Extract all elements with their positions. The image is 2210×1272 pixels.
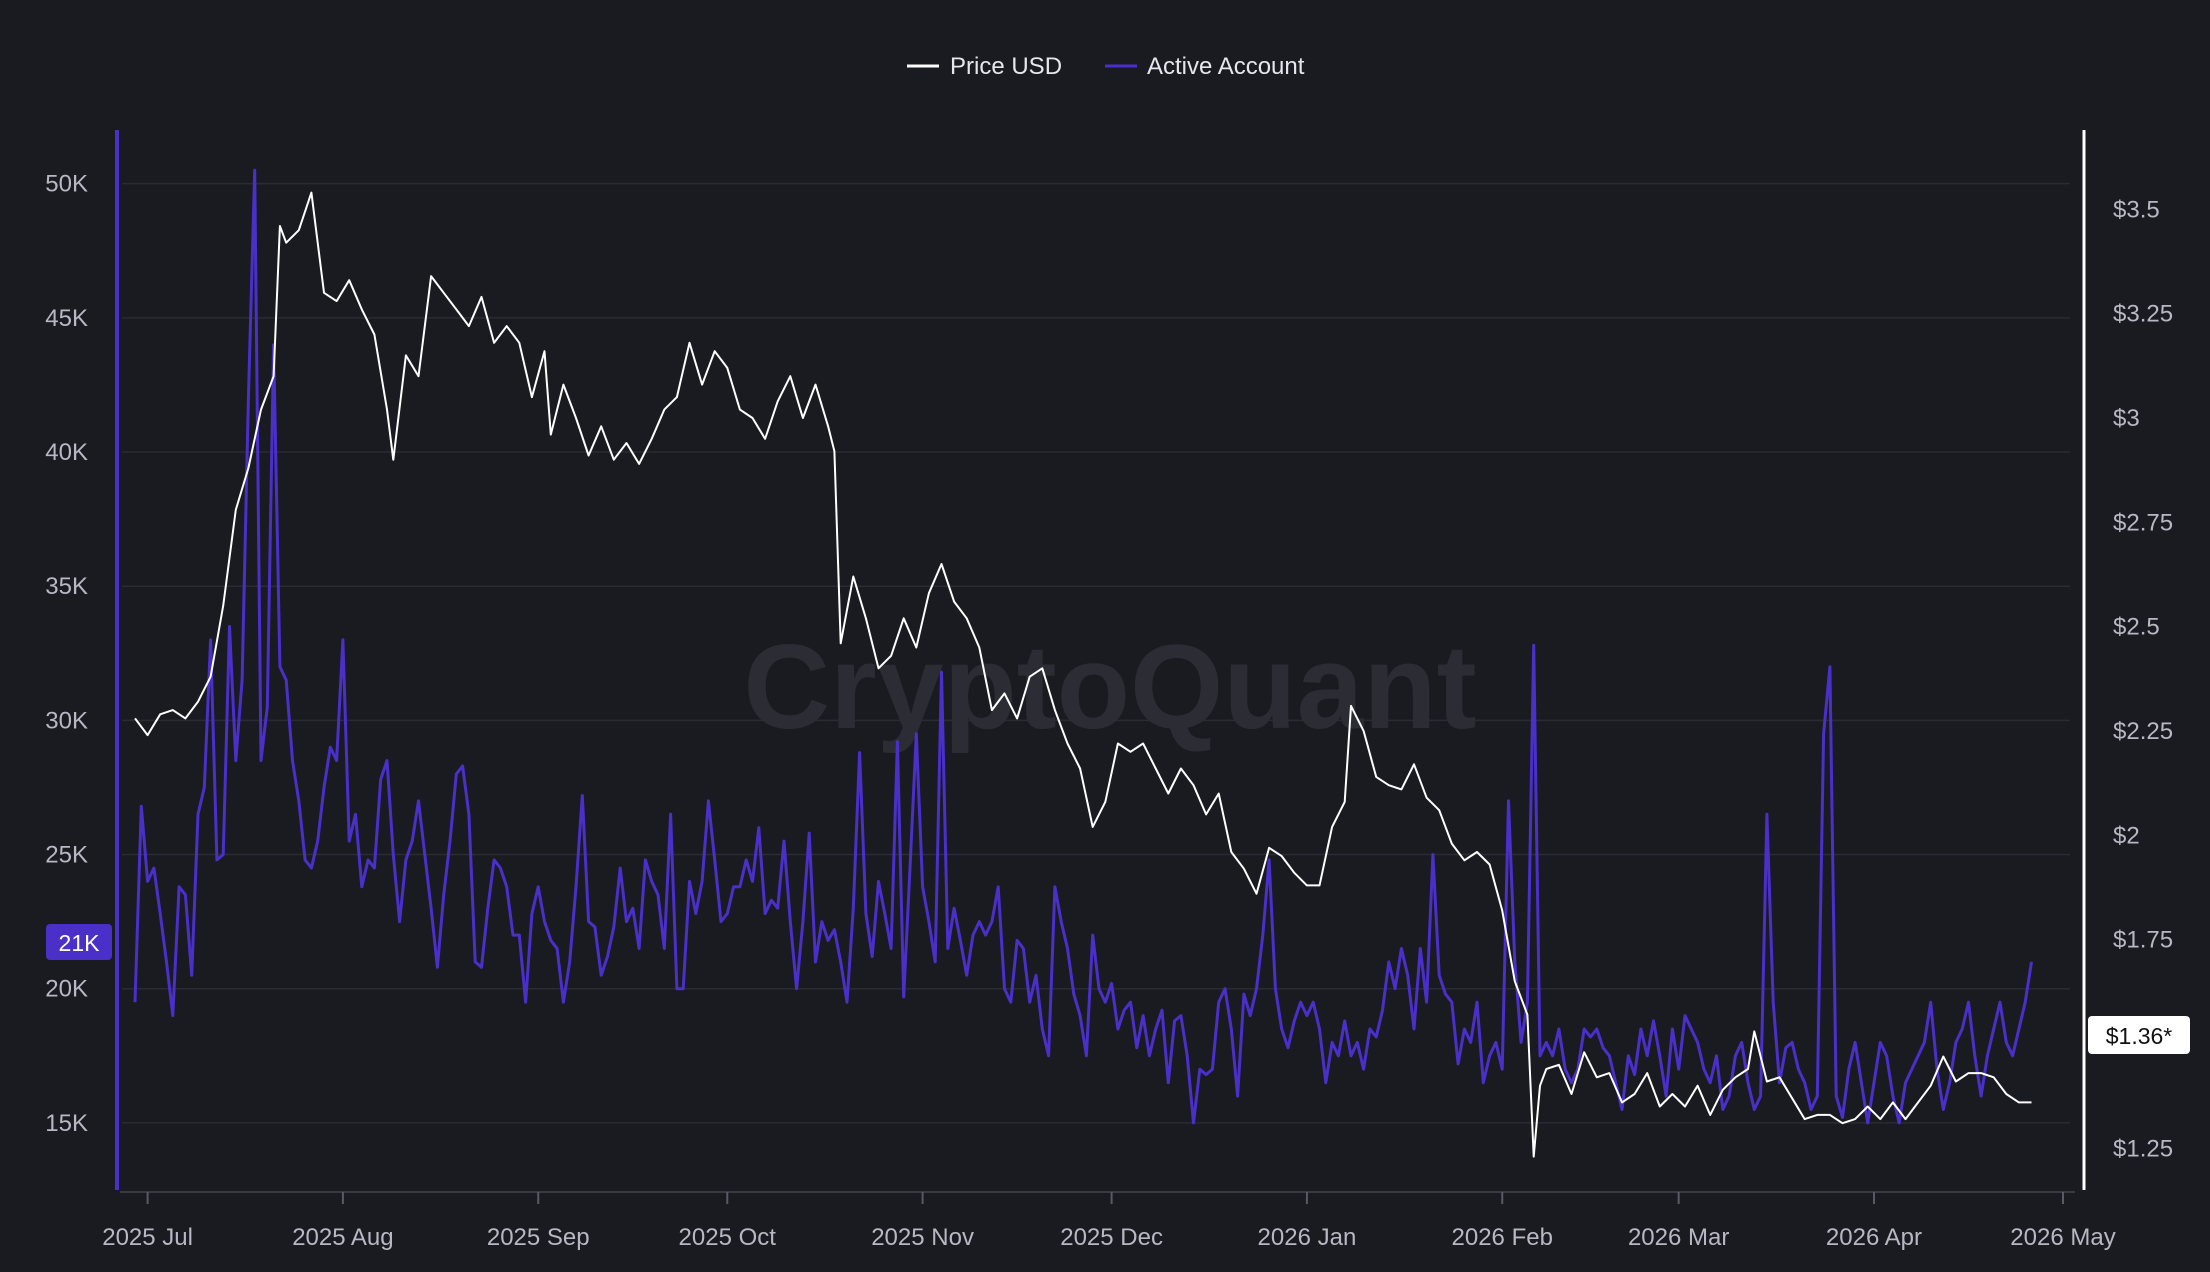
right-tick-label: $1.25 — [2113, 1135, 2173, 1162]
legend: Price USD Active Account — [907, 53, 1305, 80]
right-tick-label: $2.75 — [2113, 509, 2173, 536]
right-tick-label: $3 — [2113, 405, 2140, 432]
x-tick-label: 2026 May — [2010, 1224, 2115, 1251]
left-tick-label: 25K — [45, 842, 88, 869]
x-tick-label: 2026 Feb — [1452, 1224, 1553, 1251]
current-price-badge: $1.36* — [2088, 1016, 2190, 1054]
x-tick-label: 2025 Jul — [102, 1224, 193, 1251]
x-tick-label: 2025 Sep — [487, 1224, 590, 1251]
left-tick-label: 35K — [45, 573, 88, 600]
current-active-value: 21K — [59, 930, 101, 956]
legend-active-label[interactable]: Active Account — [1147, 53, 1305, 80]
left-tick-label: 50K — [45, 171, 88, 198]
right-tick-label: $2.5 — [2113, 614, 2160, 641]
right-tick-label: $2.25 — [2113, 718, 2173, 745]
x-tick-label: 2026 Apr — [1826, 1224, 1922, 1251]
x-tick-label: 2025 Aug — [292, 1224, 393, 1251]
right-tick-label: $3.25 — [2113, 301, 2173, 328]
legend-price-label[interactable]: Price USD — [950, 53, 1062, 80]
left-tick-label: 20K — [45, 976, 88, 1003]
left-tick-label: 15K — [45, 1110, 88, 1137]
x-tick-label: 2025 Nov — [871, 1224, 974, 1251]
price-usd-line — [134, 191, 2032, 1158]
right-tick-label: $1.75 — [2113, 927, 2173, 954]
left-axis-ticks: 15K 20K 25K 30K 35K 40K 45K 50K — [45, 171, 88, 1137]
current-price-badge-bg — [2088, 1016, 2190, 1054]
current-active-badge-bg — [46, 924, 112, 960]
current-price-value: $1.36* — [2106, 1023, 2173, 1049]
active-account-line — [133, 168, 2033, 1125]
x-tick-label: 2025 Dec — [1060, 1224, 1163, 1251]
grid-lines — [122, 182, 2070, 1124]
current-active-badge: 21K — [46, 924, 112, 960]
watermark: CryptoQuant — [743, 620, 1476, 754]
x-tick-label: 2026 Jan — [1258, 1224, 1357, 1251]
right-tick-label: $2 — [2113, 822, 2140, 849]
right-tick-label: $3.5 — [2113, 196, 2160, 223]
x-tick-label: 2025 Oct — [679, 1224, 777, 1251]
left-tick-label: 40K — [45, 439, 88, 466]
left-tick-label: 30K — [45, 707, 88, 734]
left-tick-label: 45K — [45, 305, 88, 332]
x-axis-ticks: 2025 Jul 2025 Aug 2025 Sep 2025 Oct 2025 Nov… — [102, 1192, 2116, 1251]
x-tick-label: 2026 Mar — [1628, 1224, 1729, 1251]
